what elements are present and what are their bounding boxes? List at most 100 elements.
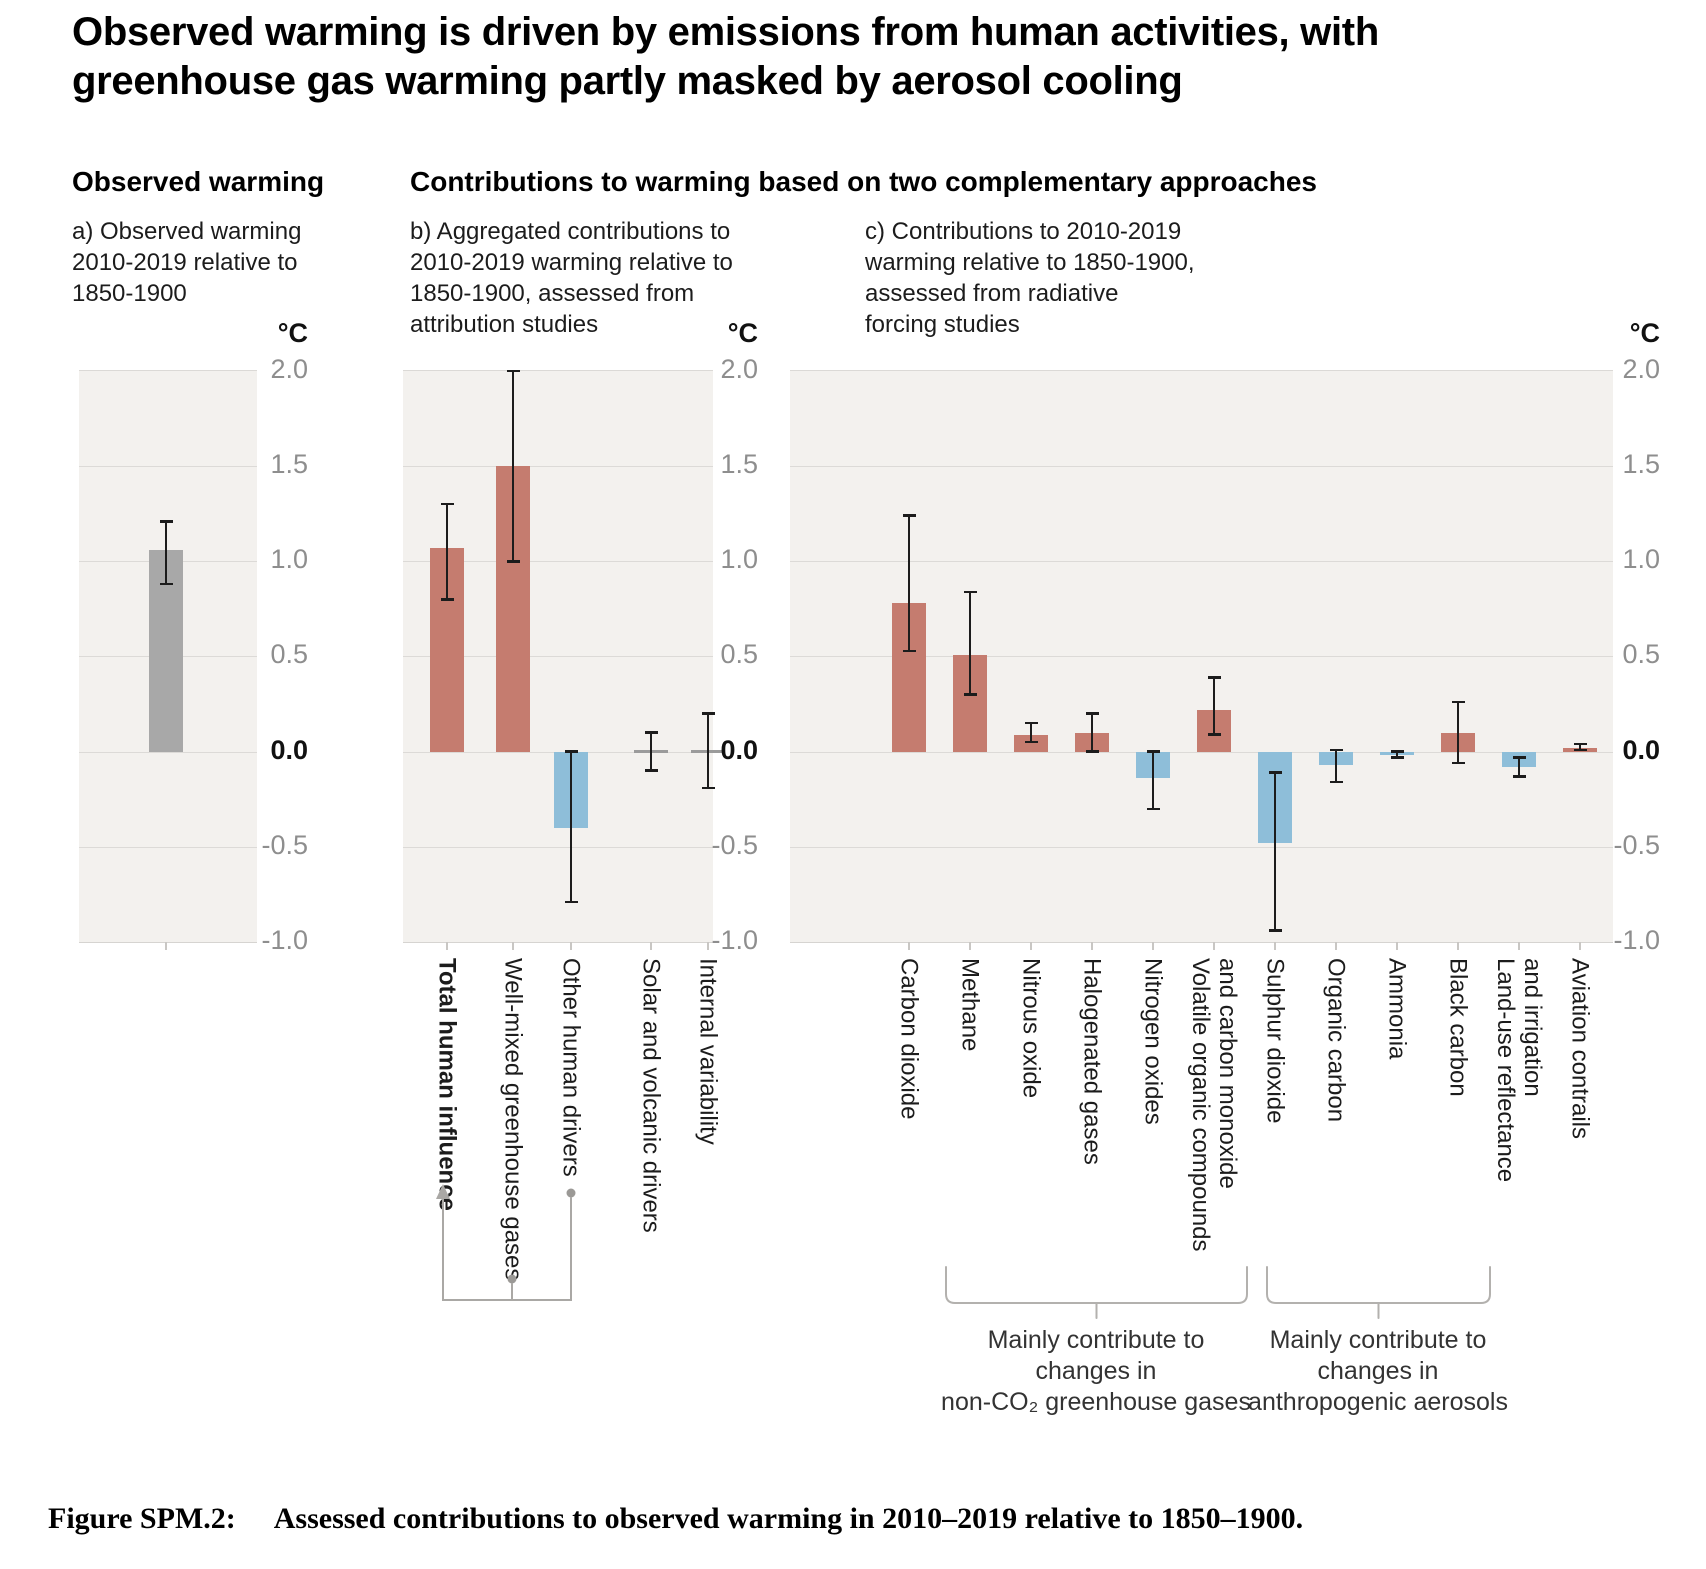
- category-label-solar-and-volcanic-drivers: Solar and volcanic drivers: [637, 958, 665, 1233]
- error-cap-low-nitrous-oxide: [1024, 740, 1038, 744]
- error-bar-total-human-influence: [446, 504, 448, 600]
- error-cap-high-sulphur-dioxide: [1268, 771, 1282, 774]
- y-tick-b-2.0: 2.0: [720, 354, 758, 384]
- error-cap-high-volatile-organic-compounds-and-carbon-monoxide: [1207, 676, 1221, 679]
- aerosols-group-note: Mainly contribute to changes in anthropo…: [1248, 1326, 1508, 1416]
- error-bar-nitrogen-oxides: [1152, 751, 1154, 809]
- error-cap-low-solar-and-volcanic-drivers: [644, 769, 658, 772]
- x-tick-land-use-reflectance-and-irrigation: [1518, 942, 1520, 950]
- error-cap-high-land-use-reflectance-and-irrigation: [1512, 756, 1526, 759]
- category-label-carbon-dioxide: Carbon dioxide: [895, 958, 923, 1120]
- observed-warming-header: Observed warming: [72, 166, 325, 197]
- figure-title: Observed warming is driven by emissions …: [72, 10, 1379, 103]
- y-tick-b-1.5: 1.5: [720, 449, 758, 480]
- category-label-land-use-reflectance-and-irrigation: Land-use reflectance and irrigation: [1492, 958, 1546, 1183]
- y-axis-unit-c: °C: [1629, 318, 1660, 348]
- error-bar-black-carbon: [1457, 702, 1459, 764]
- x-tick-volatile-organic-compounds-and-carbon-monoxide: [1213, 942, 1215, 950]
- error-cap-high-observed-warming: [159, 520, 173, 523]
- panel-c-plot-area: [790, 370, 1613, 950]
- error-cap-low-nitrogen-oxides: [1146, 807, 1160, 810]
- error-cap-low-black-carbon: [1451, 761, 1465, 765]
- error-bar-land-use-reflectance-and-irrigation: [1518, 757, 1520, 777]
- error-cap-high-methane: [963, 590, 977, 594]
- panel-a-plot-area: [79, 370, 257, 950]
- error-cap-low-other-human-drivers: [564, 900, 578, 904]
- y-tick-b-0.0: 0.0: [720, 734, 758, 765]
- gridline-1.5: [79, 466, 257, 468]
- contributions-header: Contributions to warming based on two co…: [410, 166, 1318, 197]
- y-tick-c-1.5: 1.5: [1622, 449, 1660, 480]
- gridline-1: [403, 561, 713, 563]
- x-tick-halogenated-gases: [1091, 942, 1093, 950]
- error-bar-aviation-contrails: [1579, 744, 1581, 750]
- x-tick-well-mixed-greenhouse-gases: [512, 942, 514, 950]
- x-tick-solar-and-volcanic-drivers: [650, 942, 652, 950]
- error-cap-high-halogenated-gases: [1085, 712, 1099, 715]
- category-label-volatile-organic-compounds-and-carbon-monoxide: Volatile organic compounds and carbon mo…: [1187, 958, 1241, 1252]
- x-tick-ammonia: [1396, 942, 1398, 950]
- gridline-1: [790, 561, 1613, 563]
- x-tick-methane: [969, 942, 971, 950]
- y-tick-b--0.5: -0.5: [711, 829, 758, 860]
- error-cap-low-total-human-influence: [440, 598, 454, 601]
- panel-a-caption: a) Observed warming 2010-2019 relative t…: [72, 218, 302, 307]
- y-tick-a-2.0: 2.0: [270, 354, 308, 384]
- category-label-nitrous-oxide: Nitrous oxide: [1017, 958, 1045, 1099]
- panel-b-plot-area: [403, 369, 725, 950]
- error-bar-organic-carbon: [1335, 749, 1337, 783]
- error-cap-high-organic-carbon: [1329, 748, 1343, 751]
- error-cap-high-aviation-contrails: [1573, 742, 1587, 746]
- gridline-0.5: [790, 656, 1613, 658]
- y-tick-a--1.0: -1.0: [261, 924, 308, 955]
- error-cap-low-internal-variability: [701, 786, 715, 790]
- figure-caption: Figure SPM.2: Assessed contributions to o…: [48, 1502, 1303, 1536]
- error-cap-high-nitrous-oxide: [1024, 721, 1038, 725]
- error-cap-high-carbon-dioxide: [902, 514, 916, 517]
- error-cap-high-nitrogen-oxides: [1146, 750, 1160, 753]
- category-label-well-mixed-greenhouse-gases: Well-mixed greenhouse gases: [499, 958, 527, 1281]
- error-cap-low-volatile-organic-compounds-and-carbon-monoxide: [1207, 733, 1221, 736]
- category-label-nitrogen-oxides: Nitrogen oxides: [1139, 958, 1167, 1125]
- non-co2-group-note: Mainly contribute to changes in non-CO₂ …: [941, 1326, 1251, 1416]
- error-cap-low-ammonia: [1390, 756, 1404, 759]
- y-tick-b-1.0: 1.0: [720, 544, 758, 575]
- error-bar-halogenated-gases: [1091, 713, 1093, 752]
- category-label-sulphur-dioxide: Sulphur dioxide: [1261, 958, 1289, 1124]
- error-cap-high-internal-variability: [701, 712, 715, 715]
- error-bar-internal-variability: [707, 713, 709, 788]
- error-cap-high-ammonia: [1390, 750, 1404, 753]
- error-cap-low-observed-warming: [159, 582, 173, 586]
- error-cap-low-carbon-dioxide: [902, 649, 916, 653]
- error-cap-high-other-human-drivers: [564, 750, 578, 753]
- x-tick-observed-warming: [165, 942, 167, 950]
- x-tick-carbon-dioxide: [908, 942, 910, 950]
- y-tick-c-2.0: 2.0: [1622, 354, 1660, 384]
- error-cap-low-land-use-reflectance-and-irrigation: [1512, 775, 1526, 778]
- error-bar-carbon-dioxide: [908, 515, 910, 651]
- y-tick-a-1.5: 1.5: [270, 449, 308, 480]
- error-cap-low-aviation-contrails: [1573, 748, 1587, 751]
- category-label-black-carbon: Black carbon: [1444, 958, 1472, 1097]
- gridline-0: [79, 751, 257, 753]
- error-bar-volatile-organic-compounds-and-carbon-monoxide: [1213, 677, 1215, 735]
- y-tick-a-0.0: 0.0: [270, 734, 308, 765]
- error-cap-low-sulphur-dioxide: [1268, 929, 1282, 932]
- category-label-internal-variability: Internal variability: [694, 958, 722, 1145]
- x-tick-sulphur-dioxide: [1274, 942, 1276, 950]
- x-tick-nitrous-oxide: [1030, 942, 1032, 950]
- error-cap-low-halogenated-gases: [1085, 750, 1099, 753]
- category-label-organic-carbon: Organic carbon: [1322, 958, 1350, 1123]
- x-tick-total-human-influence: [446, 942, 448, 950]
- x-tick-nitrogen-oxides: [1152, 942, 1154, 950]
- error-cap-low-methane: [963, 693, 977, 696]
- y-tick-c--0.5: -0.5: [1613, 829, 1660, 860]
- x-tick-internal-variability: [707, 942, 709, 950]
- y-tick-c-0.5: 0.5: [1622, 639, 1660, 670]
- gridline-1.5: [403, 466, 713, 468]
- x-tick-organic-carbon: [1335, 942, 1337, 950]
- y-tick-c--1.0: -1.0: [1613, 924, 1660, 955]
- gridline-0.5: [403, 656, 713, 658]
- error-cap-high-total-human-influence: [440, 502, 454, 506]
- error-bar-sulphur-dioxide: [1274, 772, 1276, 931]
